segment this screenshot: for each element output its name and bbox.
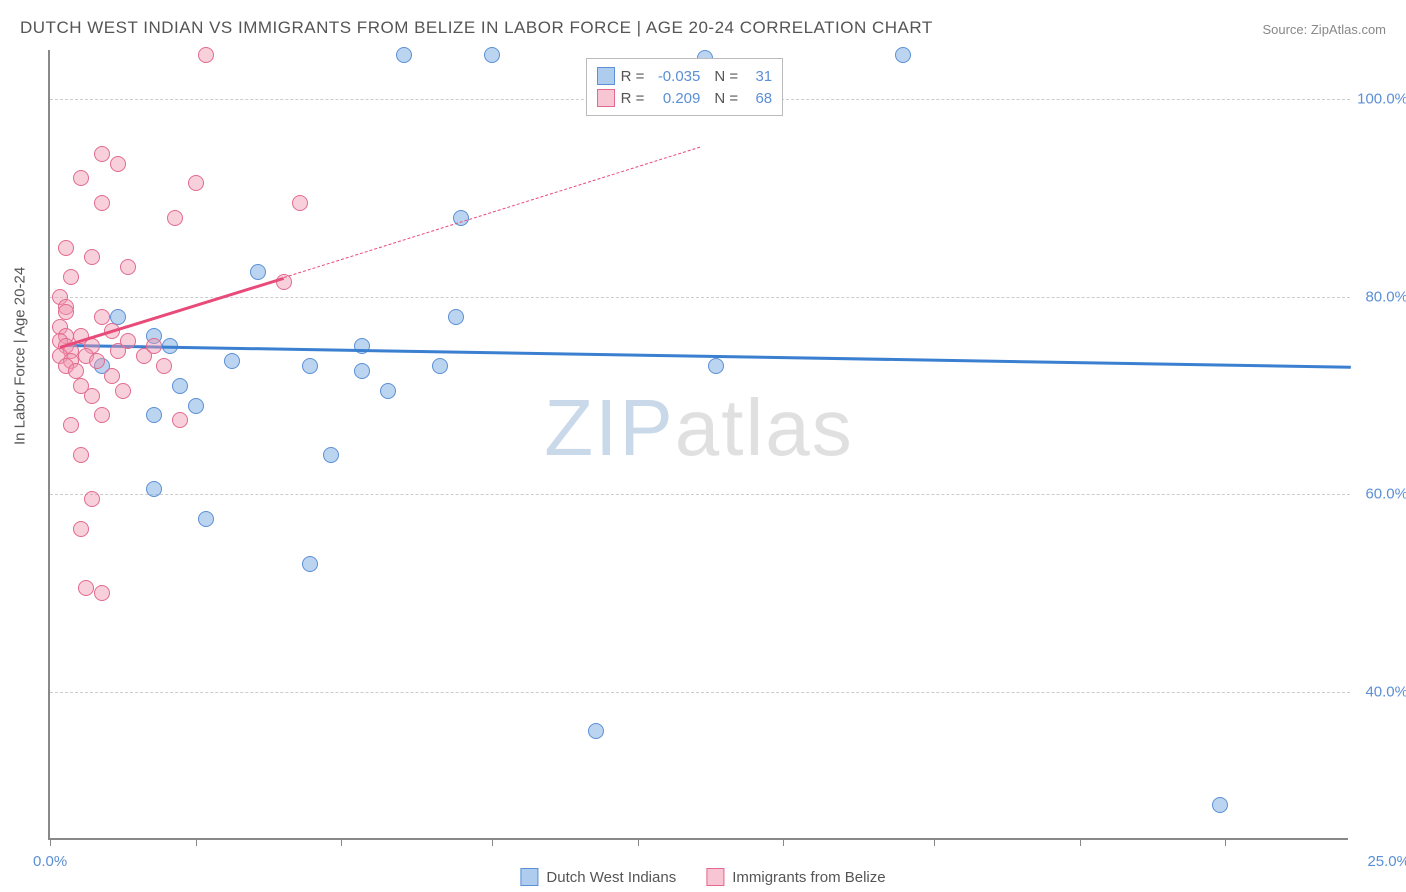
scatter-point-pink: [73, 447, 89, 463]
scatter-point-pink: [94, 146, 110, 162]
scatter-point-pink: [198, 47, 214, 63]
stats-row-pink: R = 0.209 N = 68: [597, 87, 773, 109]
scatter-point-pink: [94, 585, 110, 601]
scatter-point-pink: [58, 240, 74, 256]
scatter-point-blue: [588, 723, 604, 739]
scatter-point-pink: [84, 491, 100, 507]
y-tick-label: 60.0%: [1365, 486, 1406, 503]
scatter-point-pink: [104, 368, 120, 384]
stats-r-value-blue: -0.035: [650, 68, 700, 85]
gridline-h: [50, 297, 1350, 298]
x-tick: [783, 838, 784, 846]
watermark-atlas: atlas: [675, 383, 854, 472]
scatter-point-pink: [292, 195, 308, 211]
scatter-point-pink: [94, 407, 110, 423]
stats-n-value-blue: 31: [744, 68, 772, 85]
scatter-point-blue: [484, 47, 500, 63]
stats-r-label: R =: [621, 90, 645, 107]
scatter-point-blue: [380, 383, 396, 399]
x-axis-max-label: 25.0%: [1367, 853, 1406, 870]
scatter-point-blue: [146, 407, 162, 423]
bottom-legend: Dutch West Indians Immigrants from Beliz…: [520, 868, 885, 886]
legend-item-pink: Immigrants from Belize: [706, 868, 885, 886]
legend-item-blue: Dutch West Indians: [520, 868, 676, 886]
scatter-point-pink: [63, 417, 79, 433]
scatter-point-pink: [115, 383, 131, 399]
stats-n-label: N =: [714, 68, 738, 85]
scatter-point-blue: [432, 358, 448, 374]
gridline-h: [50, 494, 1350, 495]
scatter-point-pink: [156, 358, 172, 374]
scatter-point-pink: [110, 156, 126, 172]
y-axis-title: In Labor Force | Age 20-24: [12, 267, 29, 445]
scatter-point-blue: [1212, 797, 1228, 813]
scatter-point-pink: [89, 353, 105, 369]
scatter-point-pink: [84, 388, 100, 404]
x-tick: [1225, 838, 1226, 846]
scatter-point-pink: [146, 338, 162, 354]
scatter-point-pink: [84, 249, 100, 265]
x-tick: [341, 838, 342, 846]
scatter-point-blue: [708, 358, 724, 374]
x-axis-min-label: 0.0%: [33, 853, 67, 870]
stats-swatch-blue: [597, 67, 615, 85]
scatter-point-pink: [73, 521, 89, 537]
scatter-point-pink: [94, 195, 110, 211]
scatter-point-pink: [68, 363, 84, 379]
x-tick: [492, 838, 493, 846]
scatter-point-blue: [302, 358, 318, 374]
stats-row-blue: R = -0.035 N = 31: [597, 65, 773, 87]
scatter-point-pink: [167, 210, 183, 226]
scatter-point-blue: [302, 556, 318, 572]
trendline-dashed-pink: [284, 147, 700, 278]
chart-title: DUTCH WEST INDIAN VS IMMIGRANTS FROM BEL…: [20, 18, 933, 38]
x-tick: [196, 838, 197, 846]
scatter-point-pink: [63, 269, 79, 285]
source-attribution: Source: ZipAtlas.com: [1262, 22, 1386, 37]
x-tick: [50, 838, 51, 846]
scatter-point-pink: [120, 333, 136, 349]
scatter-point-blue: [198, 511, 214, 527]
stats-swatch-pink: [597, 89, 615, 107]
legend-swatch-pink: [706, 868, 724, 886]
legend-swatch-blue: [520, 868, 538, 886]
watermark-zip: ZIP: [544, 383, 674, 472]
stats-r-label: R =: [621, 68, 645, 85]
scatter-point-blue: [354, 363, 370, 379]
scatter-point-blue: [146, 481, 162, 497]
scatter-point-blue: [895, 47, 911, 63]
plot-region: ZIPatlas 40.0%60.0%80.0%100.0%R =-0.035N…: [48, 50, 1348, 840]
legend-label-pink: Immigrants from Belize: [732, 869, 885, 886]
scatter-point-blue: [448, 309, 464, 325]
x-tick: [934, 838, 935, 846]
scatter-point-blue: [172, 378, 188, 394]
x-tick: [638, 838, 639, 846]
scatter-point-pink: [172, 412, 188, 428]
scatter-point-pink: [78, 580, 94, 596]
y-tick-label: 40.0%: [1365, 683, 1406, 700]
x-tick: [1080, 838, 1081, 846]
scatter-point-blue: [224, 353, 240, 369]
stats-n-value-pink: 68: [744, 90, 772, 107]
stats-n-label: N =: [714, 90, 738, 107]
y-tick-label: 80.0%: [1365, 288, 1406, 305]
gridline-h: [50, 692, 1350, 693]
scatter-point-blue: [396, 47, 412, 63]
legend-label-blue: Dutch West Indians: [546, 869, 676, 886]
scatter-point-pink: [188, 175, 204, 191]
scatter-point-pink: [73, 170, 89, 186]
stats-r-value-pink: 0.209: [650, 90, 700, 107]
scatter-point-pink: [58, 304, 74, 320]
scatter-point-pink: [120, 259, 136, 275]
scatter-point-pink: [94, 309, 110, 325]
stats-legend: R = -0.035 N = 31 R = 0.209 N = 68: [586, 58, 784, 116]
y-tick-label: 100.0%: [1357, 91, 1406, 108]
chart-area: ZIPatlas 40.0%60.0%80.0%100.0%R =-0.035N…: [48, 50, 1348, 840]
scatter-point-blue: [323, 447, 339, 463]
scatter-point-blue: [250, 264, 266, 280]
scatter-point-blue: [188, 398, 204, 414]
watermark: ZIPatlas: [544, 382, 853, 474]
scatter-point-blue: [354, 338, 370, 354]
scatter-point-blue: [110, 309, 126, 325]
